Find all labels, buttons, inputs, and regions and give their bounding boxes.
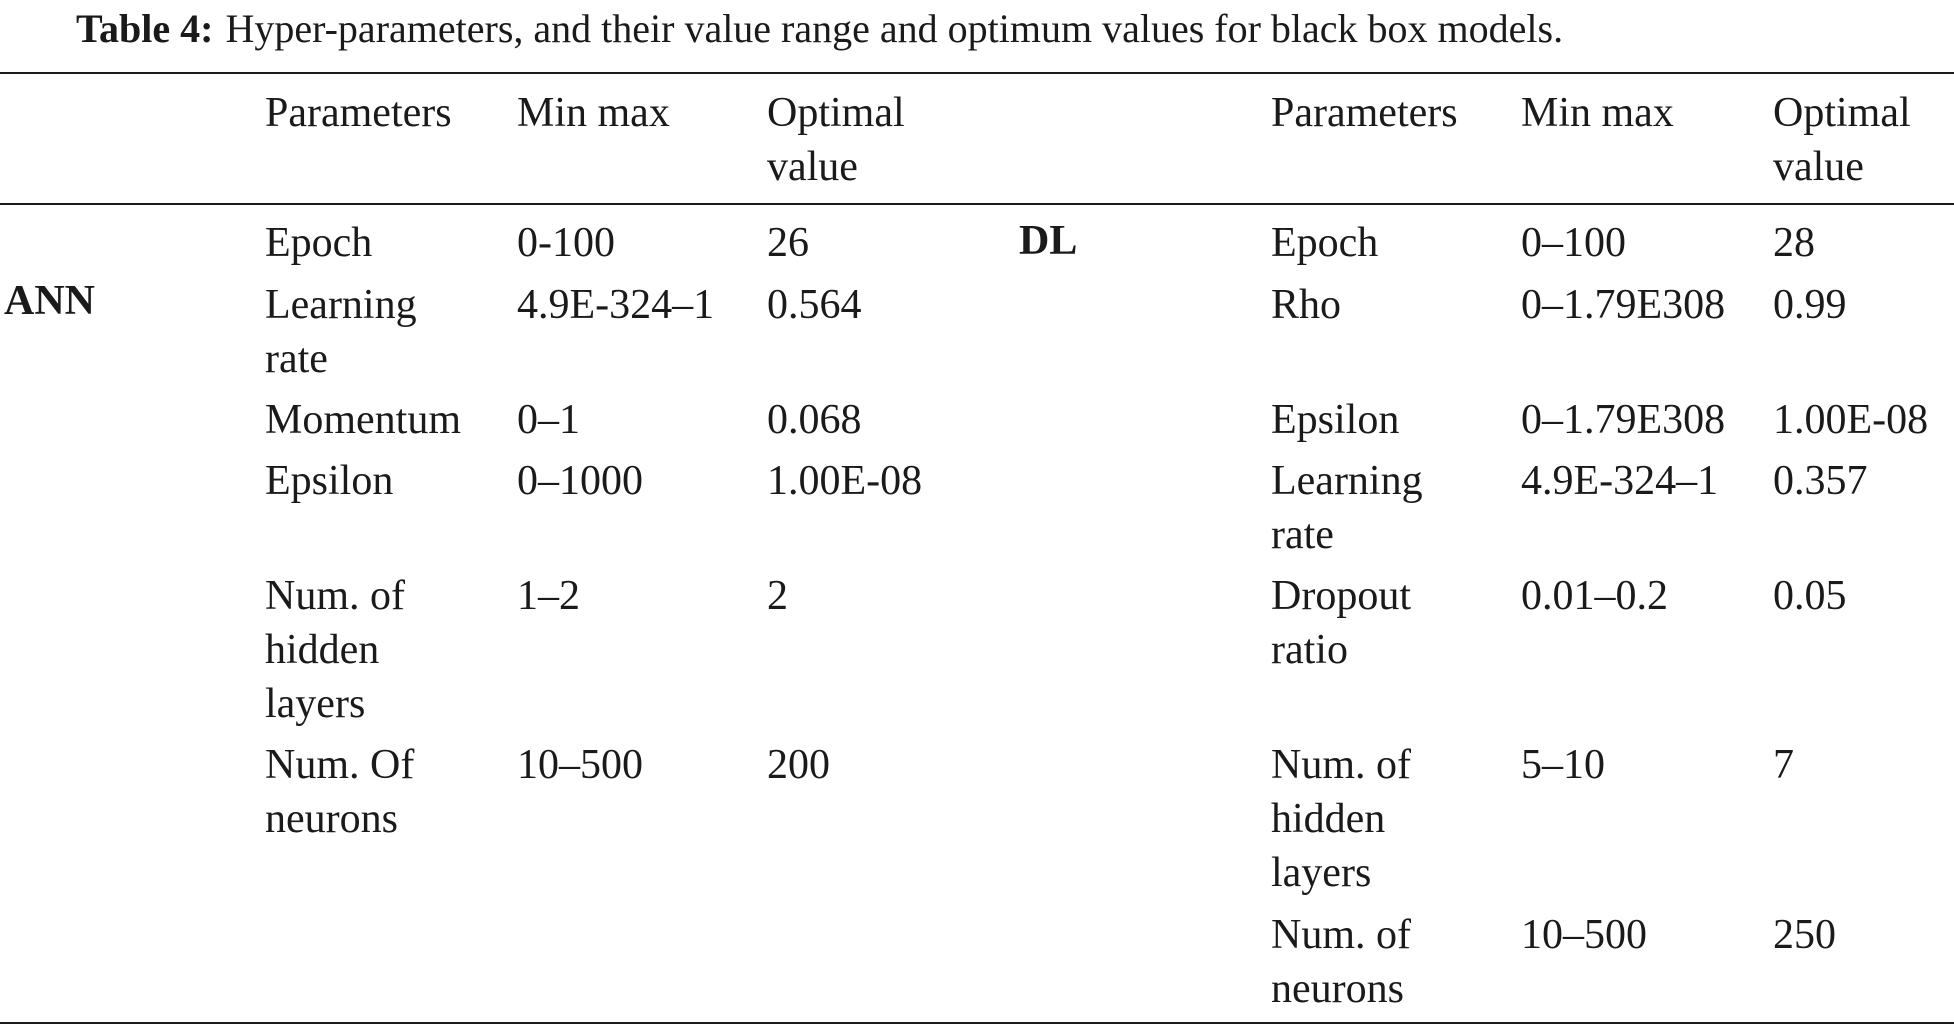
dl-param-epoch: Epoch <box>1271 220 1379 266</box>
dl-minmax-neurons: 10–500 <box>1521 912 1647 958</box>
header-left-optimal-line2: value <box>767 144 858 190</box>
dl-param-dropout-ratio-l2: ratio <box>1271 627 1348 673</box>
caption-label: Table 4: <box>76 6 214 51</box>
dl-param-hidden-layers-l2: hidden <box>1271 796 1386 842</box>
dl-optimal-hidden-layers: 7 <box>1773 742 1794 788</box>
model-label-ann: ANN <box>4 278 95 324</box>
ann-param-neurons-l2: neurons <box>265 796 398 842</box>
dl-param-dropout-ratio-l1: Dropout <box>1271 573 1411 619</box>
dl-param-learning-rate-l2: rate <box>1271 512 1334 558</box>
dl-optimal-rho: 0.99 <box>1773 282 1847 328</box>
header-left-parameters: Parameters <box>265 90 452 136</box>
dl-minmax-epsilon: 0–1.79E308 <box>1521 397 1726 443</box>
dl-optimal-epsilon: 1.00E-08 <box>1773 397 1929 443</box>
ann-param-hidden-layers-l3: layers <box>265 681 366 727</box>
header-right-optimal-line1: Optimal <box>1773 90 1911 136</box>
model-label-dl: DL <box>1019 218 1078 264</box>
ann-param-hidden-layers-l2: hidden <box>265 627 380 673</box>
dl-minmax-hidden-layers: 5–10 <box>1521 742 1605 788</box>
dl-param-learning-rate-l1: Learning <box>1271 458 1423 504</box>
header-left-optimal-line1: Optimal <box>767 90 905 136</box>
dl-param-neurons-l1: Num. of <box>1271 912 1411 958</box>
ann-minmax-momentum: 0–1 <box>517 397 580 443</box>
ann-param-neurons-l1: Num. Of <box>265 742 415 788</box>
header-rule <box>0 203 1954 205</box>
top-rule <box>0 72 1954 74</box>
ann-param-learning-rate-l1: Learning <box>265 282 417 328</box>
dl-param-hidden-layers-l1: Num. of <box>1271 742 1411 788</box>
dl-minmax-dropout-ratio: 0.01–0.2 <box>1521 573 1668 619</box>
header-left-minmax: Min max <box>517 90 670 136</box>
dl-optimal-dropout-ratio: 0.05 <box>1773 573 1847 619</box>
bottom-rule <box>0 1022 1954 1024</box>
header-right-minmax: Min max <box>1521 90 1674 136</box>
dl-param-hidden-layers-l3: layers <box>1271 850 1372 896</box>
ann-optimal-neurons: 200 <box>767 742 830 788</box>
dl-optimal-epoch: 28 <box>1773 220 1815 266</box>
dl-optimal-learning-rate: 0.357 <box>1773 458 1868 504</box>
ann-optimal-epoch: 26 <box>767 220 809 266</box>
ann-param-hidden-layers-l1: Num. of <box>265 573 405 619</box>
dl-param-epsilon: Epsilon <box>1271 397 1400 443</box>
caption-text: Hyper-parameters, and their value range … <box>225 6 1564 51</box>
ann-optimal-learning-rate: 0.564 <box>767 282 862 328</box>
ann-param-momentum: Momentum <box>265 397 461 443</box>
dl-minmax-epoch: 0–100 <box>1521 220 1626 266</box>
ann-optimal-momentum: 0.068 <box>767 397 862 443</box>
dl-param-rho: Rho <box>1271 282 1342 328</box>
ann-minmax-epsilon: 0–1000 <box>517 458 643 504</box>
ann-param-learning-rate-l2: rate <box>265 336 328 382</box>
ann-minmax-epoch: 0-100 <box>517 220 615 266</box>
dl-minmax-rho: 0–1.79E308 <box>1521 282 1726 328</box>
ann-minmax-neurons: 10–500 <box>517 742 643 788</box>
table-caption: Table 4: Hyper-parameters, and their valu… <box>76 4 1563 54</box>
header-right-parameters: Parameters <box>1271 90 1458 136</box>
ann-param-epoch: Epoch <box>265 220 373 266</box>
ann-minmax-hidden-layers: 1–2 <box>517 573 580 619</box>
ann-optimal-epsilon: 1.00E-08 <box>767 458 923 504</box>
ann-optimal-hidden-layers: 2 <box>767 573 788 619</box>
dl-optimal-neurons: 250 <box>1773 912 1836 958</box>
dl-param-neurons-l2: neurons <box>1271 966 1404 1012</box>
dl-minmax-learning-rate: 4.9E-324–1 <box>1521 458 1719 504</box>
ann-minmax-learning-rate: 4.9E-324–1 <box>517 282 715 328</box>
header-right-optimal-line2: value <box>1773 144 1864 190</box>
ann-param-epsilon: Epsilon <box>265 458 394 504</box>
